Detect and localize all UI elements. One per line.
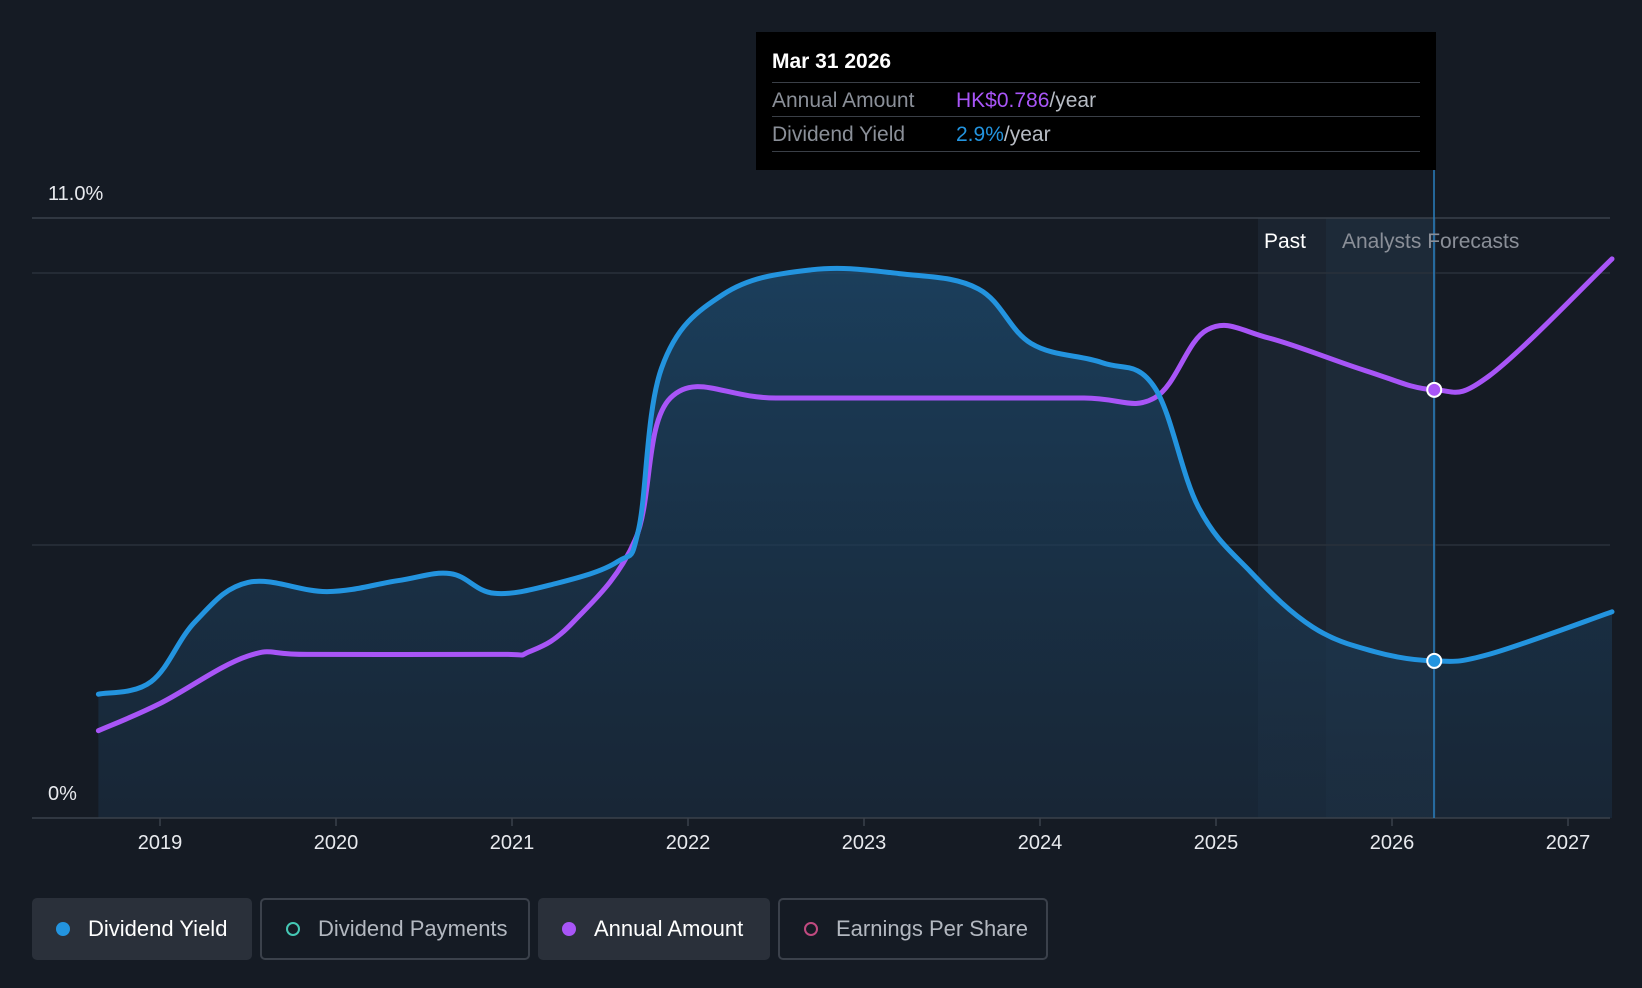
x-tick-label-2026: 2026 — [1369, 832, 1415, 854]
dividend-yield-area — [98, 268, 1612, 818]
x-tick-label-2023: 2023 — [841, 832, 887, 854]
legend-dividend-payments[interactable]: Dividend Payments — [260, 898, 530, 960]
tooltip-dividend-yield-value: 2.9% — [956, 123, 1004, 146]
x-tick-label-2021: 2021 — [489, 832, 535, 854]
tooltip-date: Mar 31 2026 — [772, 50, 892, 73]
tooltip-annual-amount: HK$0.786/year — [956, 89, 1096, 113]
x-tick-label-2020: 2020 — [313, 832, 359, 854]
y-axis-top-label: 11.0% — [48, 183, 104, 205]
x-tick-label-2024: 2024 — [1017, 832, 1063, 854]
annual-amount-marker[interactable] — [1426, 381, 1443, 398]
annual-amount-dot-icon — [562, 922, 576, 936]
tooltip-annual-amount-row: Annual Amount HK$0.786/year — [772, 82, 1420, 117]
legend-earnings-per-share-label: Earnings Per Share — [836, 916, 1028, 941]
y-axis-bottom-label: 0% — [48, 783, 77, 805]
legend-dividend-yield[interactable]: Dividend Yield — [32, 898, 252, 960]
dividend-yield-dot-icon — [56, 922, 70, 936]
legend-annual-amount[interactable]: Annual Amount — [538, 898, 770, 960]
x-tick-label-2022: 2022 — [665, 832, 711, 854]
tooltip-annual-amount-unit: /year — [1049, 89, 1097, 112]
tooltip-annual-amount-value: HK$0.786 — [956, 89, 1050, 112]
tooltip-dividend-yield-label: Dividend Yield — [772, 123, 906, 146]
legend-annual-amount-label: Annual Amount — [594, 916, 744, 941]
legend-dividend-yield-label: Dividend Yield — [88, 916, 228, 941]
legend-earnings-per-share[interactable]: Earnings Per Share — [778, 898, 1048, 960]
tooltip-dividend-yield: 2.9%/year — [956, 123, 1051, 147]
dividend-yield-marker[interactable] — [1426, 652, 1443, 669]
legend-dividend-payments-label: Dividend Payments — [318, 916, 508, 941]
x-tick-label-2025: 2025 — [1193, 832, 1239, 854]
dividend-yield-line — [95, 265, 1615, 697]
tooltip-annual-amount-label: Annual Amount — [772, 89, 915, 112]
forecast-label: Analysts Forecasts — [1342, 230, 1520, 253]
tooltip-dividend-yield-row: Dividend Yield 2.9%/year — [772, 116, 1420, 152]
x-tick-label-2019: 2019 — [137, 832, 183, 854]
earnings-per-share-ring-icon — [804, 922, 818, 936]
x-tick-label-2027: 2027 — [1545, 832, 1591, 854]
dividend-payments-ring-icon — [286, 922, 300, 936]
past-label: Past — [1264, 230, 1307, 253]
tooltip: Mar 31 2026 Annual Amount HK$0.786/year … — [756, 32, 1436, 170]
tooltip-dividend-yield-unit: /year — [1003, 123, 1051, 146]
annual-amount-line — [95, 256, 1615, 734]
